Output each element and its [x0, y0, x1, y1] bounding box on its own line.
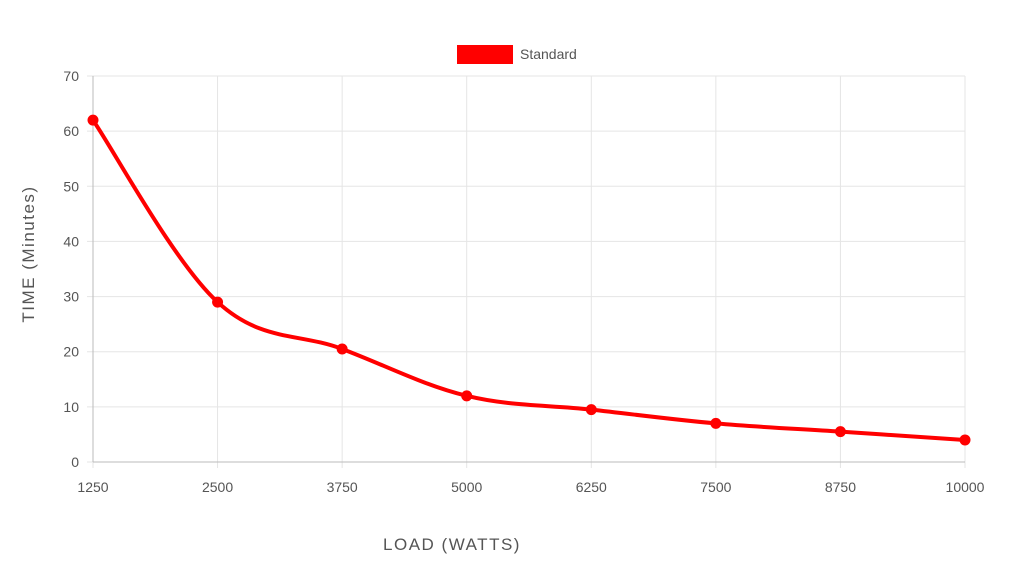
- x-tick-label: 1250: [77, 479, 108, 495]
- y-tick-label: 20: [63, 344, 79, 360]
- x-tick-label: 3750: [327, 479, 358, 495]
- y-tick-label: 40: [63, 233, 79, 249]
- legend[interactable]: Standard: [457, 45, 577, 64]
- y-axis-title: TIME (Minutes): [19, 185, 38, 322]
- x-tick-label: 8750: [825, 479, 856, 495]
- y-tick-label: 60: [63, 123, 79, 139]
- gridlines: [87, 75, 966, 468]
- y-tick-label: 0: [71, 454, 79, 470]
- data-point[interactable]: [710, 417, 722, 429]
- data-point[interactable]: [336, 343, 348, 355]
- x-tick-labels: 1250 2500 3750 5000 6250 7500 8750 10000: [77, 479, 984, 495]
- data-point[interactable]: [585, 404, 597, 416]
- data-point[interactable]: [461, 390, 473, 402]
- x-tick-label: 7500: [700, 479, 731, 495]
- x-tick-label: 2500: [202, 479, 233, 495]
- data-point[interactable]: [959, 434, 971, 446]
- y-tick-label: 50: [63, 178, 79, 194]
- x-axis-title: LOAD (WATTS): [383, 535, 521, 554]
- legend-swatch-standard[interactable]: [457, 45, 513, 64]
- data-point[interactable]: [834, 426, 846, 438]
- x-tick-label: 5000: [451, 479, 482, 495]
- y-tick-label: 30: [63, 289, 79, 305]
- y-tick-label: 10: [63, 399, 79, 415]
- data-point[interactable]: [87, 114, 99, 126]
- x-tick-label: 6250: [576, 479, 607, 495]
- legend-label-standard[interactable]: Standard: [520, 46, 577, 62]
- data-point[interactable]: [212, 296, 224, 308]
- series-layer: [87, 114, 971, 446]
- x-tick-label: 10000: [946, 479, 985, 495]
- y-tick-label: 70: [63, 68, 79, 84]
- axes: [92, 76, 965, 463]
- series-line-standard: [91, 118, 966, 442]
- y-tick-labels: 0 10 20 30 40 50 60 70: [63, 68, 79, 470]
